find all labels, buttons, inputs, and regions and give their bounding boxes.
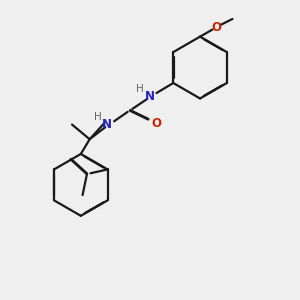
Text: H: H <box>94 112 101 122</box>
Text: N: N <box>102 118 112 131</box>
Text: N: N <box>145 90 155 103</box>
Text: O: O <box>211 21 221 34</box>
Text: H: H <box>136 84 144 94</box>
Text: O: O <box>152 117 161 130</box>
